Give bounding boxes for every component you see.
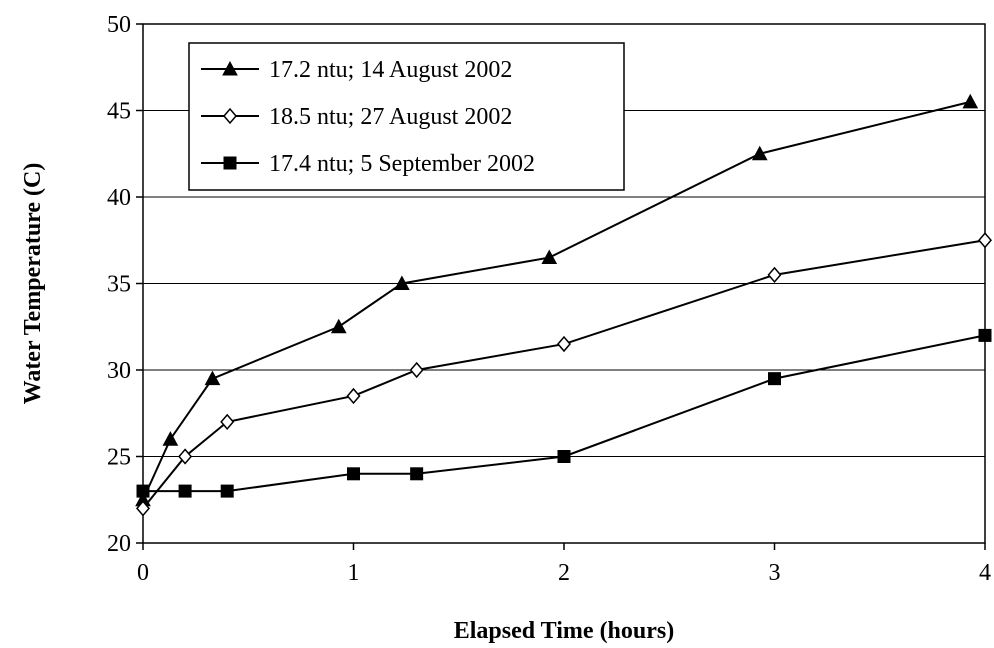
- data-point: [178, 484, 192, 498]
- legend-label: 18.5 ntu; 27 August 2002: [269, 104, 512, 130]
- series-layer: [135, 93, 992, 517]
- data-point: [410, 467, 424, 481]
- x-tick-label: 4: [979, 560, 991, 586]
- series-line: [142, 100, 971, 501]
- data-point: [557, 335, 571, 353]
- y-tick-label: 30: [107, 358, 131, 384]
- y-tick-label: 25: [107, 445, 131, 471]
- series-line: [143, 334, 986, 493]
- legend-marker: [223, 107, 237, 125]
- data-point: [978, 232, 992, 249]
- series-1: [135, 93, 979, 507]
- data-point: [162, 431, 179, 446]
- legend-label: 17.2 ntu; 14 August 2002: [269, 57, 512, 83]
- data-point: [394, 275, 410, 290]
- legend-label: 17.4 ntu; 5 September 2002: [269, 151, 535, 177]
- data-point: [347, 467, 360, 481]
- data-point: [557, 450, 571, 463]
- data-point: [767, 266, 782, 284]
- data-point: [178, 448, 193, 465]
- data-point: [978, 328, 992, 342]
- data-point: [346, 387, 361, 405]
- data-point: [220, 484, 234, 498]
- legend-box: [188, 42, 625, 191]
- data-point: [136, 484, 150, 498]
- y-tick-label: 40: [107, 185, 131, 211]
- x-tick-label: 3: [769, 560, 781, 586]
- data-point: [136, 500, 150, 517]
- data-point: [541, 249, 558, 265]
- x-axis-title: Elapsed Time (hours): [454, 618, 675, 644]
- x-axis: 0 1 2 3 4: [137, 543, 991, 586]
- x-tick-label: 1: [348, 560, 360, 586]
- series-3: [136, 328, 992, 498]
- legend-entry: 17.2 ntu; 14 August 2002: [201, 57, 512, 83]
- legend-entry: 18.5 ntu; 27 August 2002: [201, 104, 512, 130]
- data-point: [962, 93, 979, 109]
- series-line: [142, 239, 986, 510]
- data-point: [204, 370, 221, 386]
- data-point: [220, 413, 235, 431]
- y-tick-label: 35: [107, 272, 131, 298]
- data-point: [768, 372, 781, 386]
- legend-entry: 17.4 ntu; 5 September 2002: [201, 151, 535, 177]
- legend-marker: [223, 156, 237, 170]
- x-tick-label: 2: [558, 560, 570, 586]
- y-tick-label: 50: [107, 12, 131, 38]
- data-point: [409, 361, 424, 379]
- series-2: [136, 232, 992, 517]
- data-point: [330, 318, 347, 334]
- y-axis-title: Water Temperature (C): [20, 163, 46, 405]
- legend: 17.2 ntu; 14 August 2002 18.5 ntu; 27 Aug…: [188, 42, 625, 191]
- y-tick-label: 20: [107, 531, 131, 557]
- legend-marker: [222, 60, 238, 76]
- y-axis: 20 25 30 35 40 45 50: [107, 12, 143, 557]
- x-tick-label: 0: [137, 560, 149, 586]
- y-tick-label: 45: [107, 99, 131, 125]
- data-point: [751, 145, 768, 161]
